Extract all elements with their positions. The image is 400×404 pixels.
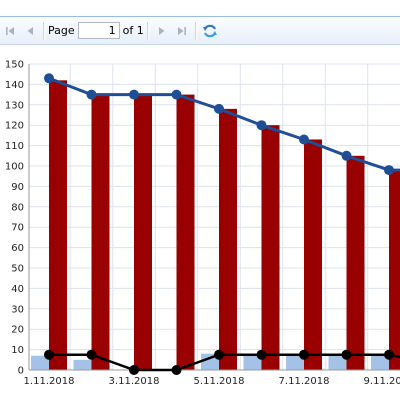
bar-primary bbox=[134, 94, 152, 370]
refresh-icon bbox=[202, 24, 217, 37]
series-point bbox=[214, 103, 224, 114]
series-point bbox=[171, 89, 182, 100]
series-point bbox=[299, 134, 309, 145]
series-point bbox=[129, 365, 139, 375]
toolbar-separator bbox=[146, 21, 149, 40]
y-tick-label: 50 bbox=[11, 264, 24, 275]
series-point bbox=[256, 120, 267, 131]
y-tick-label: 0 bbox=[18, 366, 24, 377]
series-line bbox=[49, 353, 400, 372]
toolbar-separator bbox=[194, 21, 197, 40]
y-tick-label: 70 bbox=[11, 223, 24, 234]
series-point bbox=[341, 150, 352, 161]
y-tick-label: 80 bbox=[11, 202, 24, 213]
bar-primary bbox=[346, 155, 365, 370]
bar-secondary bbox=[328, 355, 347, 370]
y-tick-label: 150 bbox=[5, 60, 24, 71]
page-number-input[interactable] bbox=[77, 22, 120, 39]
bar-secondary bbox=[73, 359, 92, 370]
next-page-button[interactable] bbox=[152, 21, 172, 41]
last-page-icon bbox=[177, 26, 186, 35]
x-tick-label: 1.11.2018 bbox=[24, 376, 75, 387]
y-tick-label: 130 bbox=[5, 100, 24, 111]
chart-area: 0 10 20 30 40 50 60 70 80 90 100 110 120 130 140 150 1.1… bbox=[0, 45, 400, 400]
series-point bbox=[86, 89, 97, 100]
bar-secondary bbox=[31, 355, 49, 370]
prev-page-button[interactable] bbox=[20, 21, 40, 41]
y-tick-label: 10 bbox=[11, 345, 24, 356]
series-point bbox=[86, 349, 97, 360]
y-tick-label: 140 bbox=[5, 80, 24, 91]
x-tick-label: 3.11.2018 bbox=[109, 376, 160, 387]
bar-secondary bbox=[371, 355, 389, 370]
bar-secondary bbox=[286, 355, 304, 370]
series-point bbox=[384, 165, 394, 176]
series-point bbox=[299, 349, 309, 360]
bar-secondary bbox=[201, 353, 219, 370]
y-tick-label: 110 bbox=[5, 141, 24, 152]
series-point bbox=[171, 365, 182, 375]
first-page-icon bbox=[6, 26, 14, 35]
series-point bbox=[256, 349, 267, 360]
series-point bbox=[214, 349, 224, 360]
x-tick-label: 7.11.2018 bbox=[279, 376, 330, 387]
series-point bbox=[129, 89, 139, 100]
page-label: Page bbox=[48, 24, 75, 37]
y-tick-label: 120 bbox=[5, 121, 24, 132]
y-tick-label: 60 bbox=[11, 243, 24, 254]
first-page-button[interactable] bbox=[0, 21, 20, 41]
y-tick-label: 100 bbox=[5, 162, 24, 173]
series-point bbox=[384, 349, 394, 360]
bar-primary bbox=[304, 139, 322, 370]
y-tick-label: 40 bbox=[11, 284, 24, 295]
series-line bbox=[48, 76, 400, 172]
bar-primary bbox=[219, 108, 237, 370]
window-top-bar bbox=[0, 0, 400, 17]
y-tick-label: 90 bbox=[11, 182, 24, 193]
combo-chart: 0 10 20 30 40 50 60 70 80 90 100 110 120 130 140 150 1.1… bbox=[5, 60, 400, 387]
paging-toolbar: Page of 1 bbox=[0, 17, 400, 45]
bar-primary bbox=[49, 80, 67, 370]
x-tick-label: 9.11.2018 bbox=[364, 376, 400, 387]
series-point bbox=[44, 73, 54, 84]
y-tick-label: 30 bbox=[11, 304, 24, 315]
prev-page-icon bbox=[27, 26, 33, 35]
page-count-label: of 1 bbox=[122, 24, 144, 37]
bar-primary bbox=[389, 170, 400, 370]
series-point bbox=[44, 349, 54, 360]
series-point bbox=[341, 349, 352, 360]
bar-primary bbox=[91, 94, 110, 370]
bar-primary bbox=[176, 94, 195, 370]
next-page-icon bbox=[158, 26, 165, 35]
bar-primary bbox=[261, 125, 280, 370]
y-tick-label: 20 bbox=[11, 325, 24, 336]
x-tick-label: 5.11.2018 bbox=[194, 376, 245, 387]
last-page-button[interactable] bbox=[172, 21, 192, 41]
bar-secondary bbox=[243, 355, 262, 370]
refresh-button[interactable] bbox=[200, 21, 220, 41]
toolbar-separator bbox=[43, 21, 45, 40]
